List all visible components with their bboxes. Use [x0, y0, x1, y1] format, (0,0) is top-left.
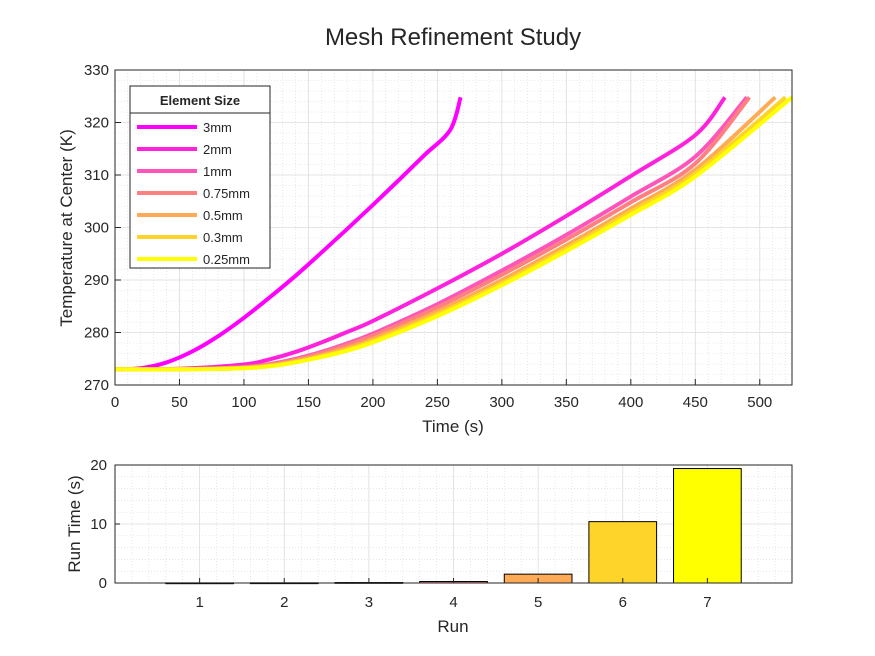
temperature-tick-label: 290: [84, 272, 109, 289]
runtime-tick-label: 20: [90, 457, 107, 474]
time-tick-label: 50: [171, 394, 188, 411]
run-tick-label: 3: [365, 594, 373, 611]
legend-label-0.25mm: 0.25mm: [203, 252, 250, 267]
run-axis-label: Run: [437, 617, 468, 636]
temperature-tick-labels: 270 280 290 300 310 320 330: [84, 62, 121, 394]
runtime-axis-label: Run Time (s): [65, 475, 84, 572]
runtime-bar-run-6: [588, 521, 658, 584]
legend-items: 3mm 2mm 1mm 0.75mm 0.5mm 0.3mm 0.25mm: [137, 120, 250, 267]
temperature-tick-label: 320: [84, 115, 109, 132]
time-tick-label: 200: [360, 394, 385, 411]
runtime-bar-run-7: [673, 468, 742, 584]
time-tick-label: 500: [747, 394, 772, 411]
runtime-axes: 1 2 3 4 5 6 7 0 10 20 Run Run Time (s): [65, 457, 793, 636]
temperature-tick-label: 310: [84, 167, 109, 184]
temperature-axes: 0 50 100 150 200 250 300 350 400 450 500 270 280 290…: [57, 62, 794, 436]
legend-label-0.5mm: 0.5mm: [203, 208, 243, 223]
time-tick-label: 0: [111, 394, 119, 411]
series-line-3mm: [114, 96, 463, 372]
time-tick-label: 400: [618, 394, 643, 411]
temperature-tick-label: 270: [84, 377, 109, 394]
legend-label-0.75mm: 0.75mm: [203, 186, 250, 201]
time-tick-label: 450: [683, 394, 708, 411]
legend-label-1mm: 1mm: [203, 164, 232, 179]
legend-label-0.3mm: 0.3mm: [203, 230, 243, 245]
run-tick-label: 1: [195, 594, 203, 611]
run-tick-label: 7: [703, 594, 711, 611]
runtime-tick-label: 0: [99, 575, 107, 592]
run-tick-label: 4: [449, 594, 457, 611]
temperature-tick-label: 300: [84, 220, 109, 237]
legend-label-2mm: 2mm: [203, 142, 232, 157]
figure-title: Mesh Refinement Study: [325, 24, 581, 51]
time-tick-label: 350: [554, 394, 579, 411]
legend-title: Element Size: [160, 93, 240, 108]
time-tick-labels: 0 50 100 150 200 250 300 350 400 450 500: [111, 379, 772, 411]
time-tick-label: 150: [296, 394, 321, 411]
run-tick-label: 6: [619, 594, 627, 611]
run-tick-label: 2: [280, 594, 288, 611]
series-line-0.25mm: [114, 95, 794, 372]
time-tick-label: 250: [425, 394, 450, 411]
series-line-2mm: [114, 96, 727, 372]
legend: Element Size 3mm 2mm 1mm 0.75mm 0.5mm 0.3mm 0.…: [129, 85, 271, 269]
temperature-axis-label: Temperature at Center (K): [57, 129, 76, 326]
time-axis-label: Time (s): [422, 417, 484, 436]
run-tick-labels: 1 2 3 4 5 6 7: [195, 578, 712, 611]
temperature-series: [114, 95, 794, 372]
run-tick-label: 5: [534, 594, 542, 611]
runtime-tick-labels: 0 10 20: [90, 457, 120, 592]
time-tick-label: 300: [489, 394, 514, 411]
time-tick-label: 100: [231, 394, 256, 411]
temperature-tick-label: 330: [84, 62, 109, 79]
legend-label-3mm: 3mm: [203, 120, 232, 135]
runtime-tick-label: 10: [90, 516, 107, 533]
temperature-tick-label: 280: [84, 325, 109, 342]
